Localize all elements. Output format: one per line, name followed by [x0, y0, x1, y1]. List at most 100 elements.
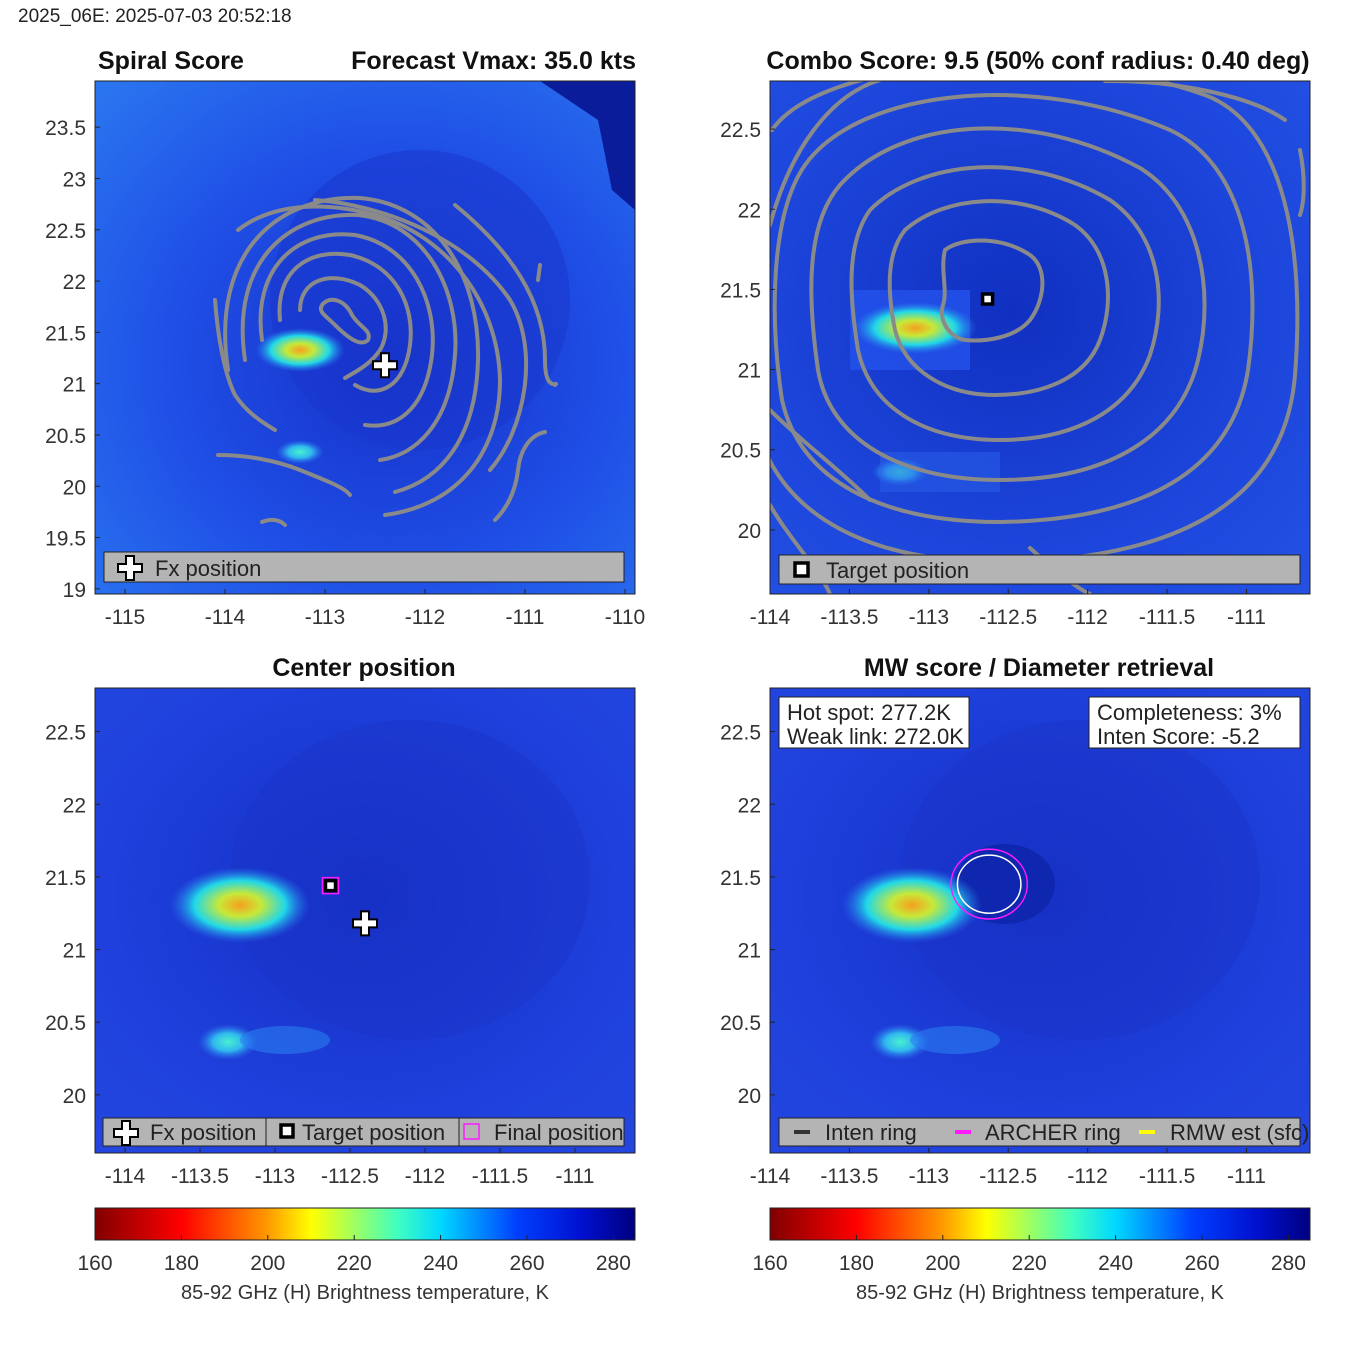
- mw-info-right: Completeness: 3% Inten Score: -5.2: [1088, 696, 1301, 749]
- y-tick-label: 20: [738, 520, 761, 543]
- x-tick-label: -112.5: [979, 606, 1037, 629]
- colorbar-tick-label: 260: [1184, 1252, 1219, 1275]
- x-tick-label: -112.5: [321, 1165, 379, 1188]
- combo-axes-frame: [769, 80, 1311, 595]
- spiral-contour: [258, 232, 435, 428]
- spiral-contour: [240, 212, 458, 462]
- figure-header: 2025_06E: 2025-07-03 20:52:18: [18, 6, 292, 27]
- x-tick-label: -112: [405, 1165, 445, 1188]
- x-tick-label: -112: [1067, 1165, 1107, 1188]
- x-tick-label: -114: [750, 606, 791, 629]
- spiral-hotspot-secondary: [276, 440, 324, 464]
- mw-info-right-box: [1088, 696, 1301, 749]
- target-position-marker: [980, 292, 995, 306]
- y-tick-label: 22: [738, 199, 761, 222]
- y-tick-label: 20.5: [45, 425, 86, 448]
- combo-title: Combo Score: 9.5 (50% conf radius: 0.40 …: [766, 47, 1309, 75]
- mw-legend-rmw: RMW est (sfc): [1170, 1120, 1309, 1145]
- colorbar-tick-label: 240: [1098, 1252, 1133, 1275]
- combo-contours: [770, 81, 1306, 594]
- spiral-score-panel: Spiral Score Forecast Vmax: 35.0 kts: [45, 47, 645, 629]
- center-legend-box: [102, 1117, 625, 1147]
- spiral-hotspot-main: [255, 328, 345, 372]
- spiral-title-right: Forecast Vmax: 35.0 kts: [351, 47, 636, 75]
- spiral-legend-fx: Fx position: [155, 556, 261, 581]
- center-title: Center position: [272, 654, 455, 682]
- x-tick-label: -114: [205, 606, 246, 629]
- y-tick-label: 21: [738, 940, 761, 963]
- y-tick-label: 22: [63, 794, 86, 817]
- center-axes-frame: [94, 687, 636, 1154]
- archer-ring: [950, 848, 1029, 920]
- x-tick-label: -111.5: [1139, 606, 1195, 629]
- spiral-swath-edge: [540, 81, 635, 210]
- mw-info-left: Hot spot: 277.2K Weak link: 272.0K: [778, 696, 970, 749]
- target-position-marker: [323, 878, 338, 893]
- x-tick-label: -111: [556, 1165, 595, 1188]
- x-tick-label: -111: [506, 606, 545, 629]
- colorbar-left: 160 180 200 220 240 260 280 85-92 GHz (H) Brig…: [77, 1207, 636, 1304]
- spiral-contour: [223, 195, 481, 494]
- colorbar-tick-label: 260: [509, 1252, 544, 1275]
- center-legend: Fx position Target position Final positi…: [102, 1117, 625, 1147]
- center-band: [240, 1026, 330, 1054]
- x-tick-label: -112: [405, 606, 445, 629]
- y-tick-label: 21.5: [45, 867, 86, 890]
- colorbar-tick-label: 220: [1012, 1252, 1047, 1275]
- center-hotspot-main: [170, 867, 310, 943]
- x-tick-label: -113.5: [171, 1165, 229, 1188]
- mw-hotspot-main: [842, 867, 982, 943]
- combo-legend: Target position: [778, 554, 1301, 585]
- spiral-contour: [453, 203, 559, 387]
- x-tick-label: -113: [305, 606, 345, 629]
- combo-contour: [1298, 148, 1306, 217]
- y-tick-label: 23: [63, 168, 86, 191]
- combo-contour: [770, 81, 882, 227]
- mw-title: MW score / Diameter retrieval: [864, 654, 1214, 682]
- combo-contour: [887, 199, 1110, 398]
- center-legend-final: Final position: [494, 1120, 624, 1145]
- y-tick-label: 21: [63, 374, 86, 397]
- center-legend-target: Target position: [302, 1120, 445, 1145]
- spiral-legend-box: [103, 551, 625, 583]
- spiral-legend: Fx position: [103, 551, 625, 583]
- spiral-cold-region: [270, 150, 570, 450]
- y-tick-label: 22.5: [720, 119, 761, 142]
- mw-tick-labels: -114 -113.5 -113 -112.5 -112 -111.5 -111 20 20.5…: [720, 722, 1266, 1188]
- hot-spot-text: Hot spot: 277.2K: [787, 700, 951, 725]
- x-tick-label: -111.5: [1139, 1165, 1195, 1188]
- colorbar-tick-label: 200: [250, 1252, 285, 1275]
- spiral-contour: [213, 298, 277, 432]
- center-tick-labels: -114 -113.5 -113 -112.5 -112 -111.5 -111 20 20.5…: [45, 722, 594, 1188]
- combo-score-panel: Combo Score: 9.5 (50% conf radius: 0.40 …: [720, 47, 1311, 629]
- colorbar-tick-label: 180: [839, 1252, 874, 1275]
- combo-contour: [770, 81, 1300, 565]
- final-position-marker: [321, 876, 340, 895]
- mw-legend-archer: ARCHER ring: [985, 1120, 1121, 1145]
- colorbar-right-label: 85-92 GHz (H) Brightness temperature, K: [856, 1282, 1225, 1304]
- weak-link-text: Weak link: 272.0K: [787, 724, 964, 749]
- y-tick-label: 20.5: [720, 1012, 761, 1035]
- mw-legend-inten: Inten ring: [825, 1120, 917, 1145]
- inten-score-text: Inten Score: -5.2: [1097, 724, 1260, 749]
- y-tick-label: 19: [63, 579, 86, 602]
- y-tick-label: 22: [63, 271, 86, 294]
- mw-info-left-box: [778, 696, 970, 749]
- spiral-contour: [318, 297, 371, 345]
- x-tick-label: -113.5: [820, 1165, 878, 1188]
- center-legend-fx: Fx position: [150, 1120, 256, 1145]
- spiral-contour: [298, 276, 388, 380]
- plus-icon: [113, 1120, 139, 1146]
- x-tick-label: -114: [105, 1165, 146, 1188]
- colorbar-right-gradient: [769, 1207, 1311, 1241]
- y-tick-label: 20.5: [720, 440, 761, 463]
- y-tick-label: 22: [738, 794, 761, 817]
- spiral-contour: [260, 517, 287, 527]
- colorbar-tick-label: 160: [77, 1252, 112, 1275]
- combo-legend-target: Target position: [826, 558, 969, 583]
- magenta-square-icon: [463, 1123, 480, 1140]
- y-tick-label: 19.5: [45, 528, 86, 551]
- colorbar-tick-label: 200: [925, 1252, 960, 1275]
- y-tick-label: 20: [738, 1085, 761, 1108]
